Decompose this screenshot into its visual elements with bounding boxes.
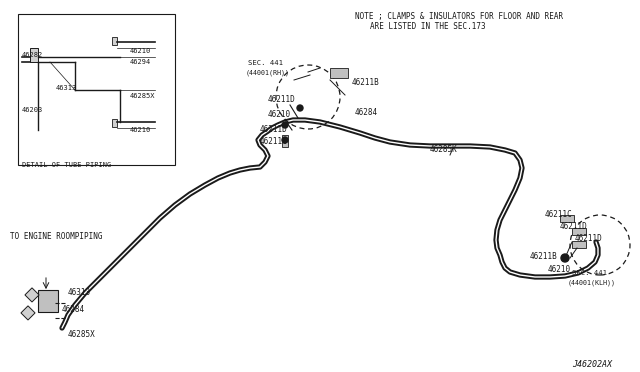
Text: (44001(KLH)): (44001(KLH)) (568, 280, 616, 286)
Text: 46285X: 46285X (130, 93, 156, 99)
Text: 46284: 46284 (355, 108, 378, 117)
Text: J46202AX: J46202AX (572, 360, 612, 369)
Bar (21, 306, 35, 320)
Circle shape (561, 254, 569, 262)
Bar (572, 228, 586, 235)
Text: 46203: 46203 (22, 107, 44, 113)
Text: 46294: 46294 (130, 59, 151, 65)
Circle shape (282, 137, 288, 143)
Text: 46211D: 46211D (560, 222, 588, 231)
Text: DETAIL OF TUBE PIPING: DETAIL OF TUBE PIPING (22, 162, 111, 168)
Text: SEC. 441: SEC. 441 (572, 270, 607, 276)
Text: 46210: 46210 (130, 127, 151, 133)
Text: 46210: 46210 (548, 265, 571, 274)
Bar (18, 14, 175, 165)
Text: 46211B: 46211B (530, 252, 557, 261)
Text: 46313: 46313 (68, 288, 91, 297)
Bar (282, 135, 288, 147)
Text: 46282: 46282 (22, 52, 44, 58)
Text: TO ENGINE ROOMPIPING: TO ENGINE ROOMPIPING (10, 232, 102, 241)
Text: 46211B: 46211B (352, 78, 380, 87)
Bar (112, 119, 117, 127)
Text: (44001(RH)): (44001(RH)) (246, 70, 290, 77)
Text: 46210: 46210 (130, 48, 151, 54)
Text: 46285X: 46285X (68, 330, 96, 339)
Text: 46211C: 46211C (545, 210, 573, 219)
Bar (25, 288, 39, 302)
Text: 46211D: 46211D (268, 95, 296, 104)
Bar (572, 241, 586, 248)
Bar (112, 37, 117, 45)
Bar (38, 290, 58, 312)
Bar (30, 48, 38, 62)
Text: ARE LISTED IN THE SEC.173: ARE LISTED IN THE SEC.173 (370, 22, 486, 31)
Circle shape (297, 105, 303, 111)
Text: 46210: 46210 (268, 110, 291, 119)
Text: 46284: 46284 (62, 305, 85, 314)
Text: NOTE ; CLAMPS & INSULATORS FOR FLOOR AND REAR: NOTE ; CLAMPS & INSULATORS FOR FLOOR AND… (355, 12, 563, 21)
Text: 46211D: 46211D (575, 234, 603, 243)
Bar (560, 215, 574, 222)
Text: SEC. 441: SEC. 441 (248, 60, 283, 66)
Bar (330, 68, 348, 78)
Circle shape (282, 122, 288, 128)
Text: 46313: 46313 (56, 85, 77, 91)
Text: 46211C: 46211C (260, 137, 288, 146)
Text: 46211D: 46211D (260, 125, 288, 134)
Text: 46285K: 46285K (430, 145, 458, 154)
